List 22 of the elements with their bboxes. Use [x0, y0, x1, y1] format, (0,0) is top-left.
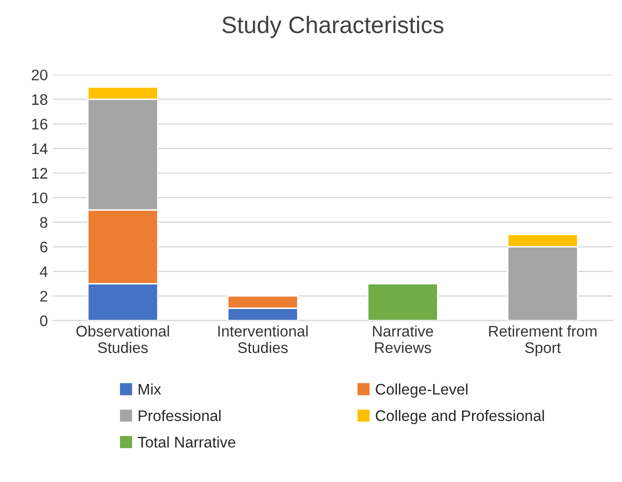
legend-label: Professional [138, 410, 221, 422]
y-tick-label: 12 [32, 168, 48, 179]
legend-label: College-Level [376, 383, 468, 398]
legend-label: Mix [138, 383, 162, 395]
y-tick-label: 4 [40, 266, 48, 277]
y-tick-label: 8 [40, 217, 48, 228]
x-tick-label: Interventional Studies [218, 325, 308, 354]
y-tick-label: 16 [32, 118, 48, 130]
y-tick-label: 14 [32, 143, 48, 154]
y-tick-label: 6 [40, 242, 48, 252]
legend-label: College and Professional [376, 410, 544, 424]
y-tick-label: 20 [32, 70, 48, 80]
y-tick-label: 2 [40, 290, 48, 302]
y-tick-label: 0 [40, 315, 48, 326]
chart-title: Study Characteristics [222, 16, 444, 38]
legend-label: Total Narrative [138, 436, 236, 448]
y-tick-label: 10 [32, 192, 48, 204]
y-tick-label: 18 [32, 94, 48, 105]
x-tick-label: Observational Studies [76, 325, 169, 354]
x-tick-label: Narrative Reviews [373, 325, 434, 354]
x-tick-label: Retirement from Sport [489, 325, 596, 356]
bar [367, 282, 438, 321]
